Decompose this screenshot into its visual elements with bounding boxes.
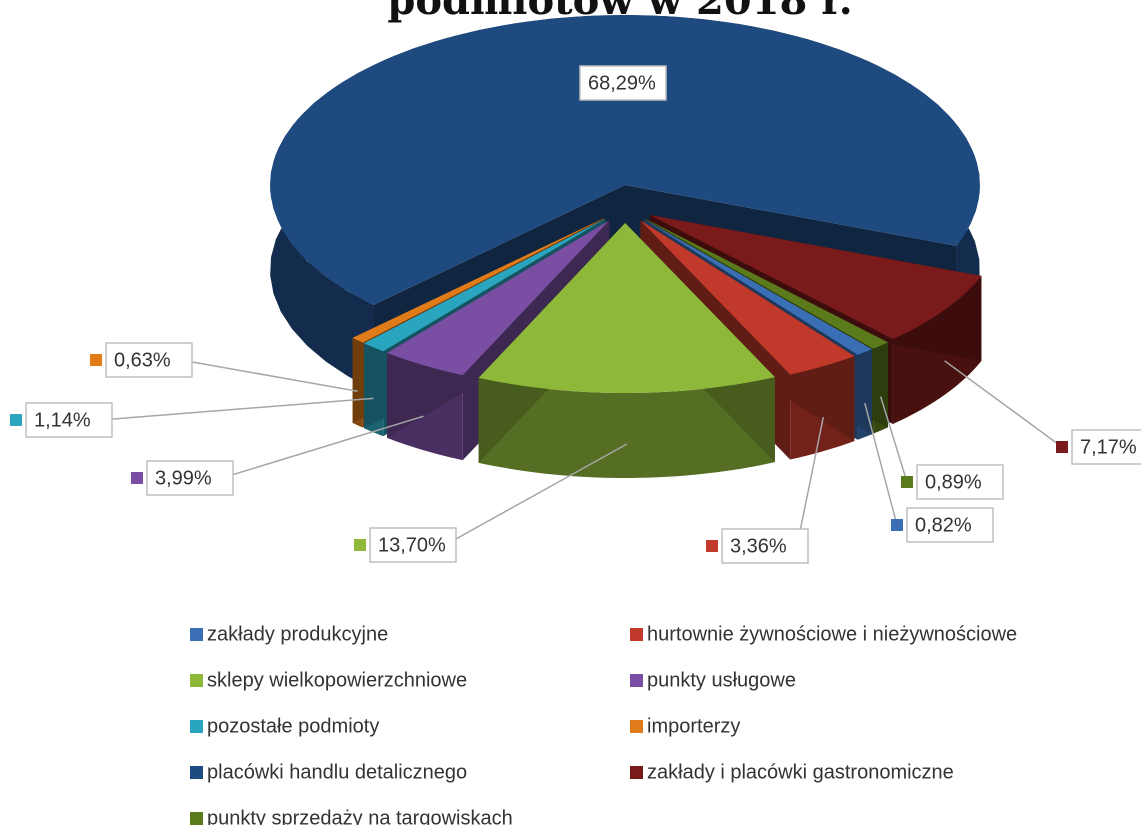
slice: [643, 219, 872, 355]
label-marker: [354, 539, 366, 551]
leader-line: [221, 415, 424, 479]
leader-line: [444, 443, 628, 546]
slice: [363, 218, 606, 352]
data-label: 1,14%: [34, 409, 91, 431]
label-marker: [90, 354, 102, 366]
leader-line: [864, 402, 898, 526]
slice: [644, 218, 888, 349]
label-marker: [901, 476, 913, 488]
legend-marker: [190, 674, 203, 687]
leader-line: [879, 396, 908, 483]
data-labels: 0,82% 3,36% 13,70% 3,99% 1,14% 0,63% 68,29% 7,1…: [10, 65, 1141, 564]
slice: [270, 15, 980, 305]
legend: zakłady produkcyjne hurtownie żywnościowe…: [190, 623, 1017, 825]
data-label: 3,99%: [155, 467, 212, 489]
legend-label: punkty sprzedaży na targowiskach: [207, 807, 513, 825]
legend-marker: [190, 812, 203, 825]
legend-label: punkty usługowe: [647, 669, 796, 691]
leader-line: [796, 416, 825, 547]
slice: [649, 215, 982, 339]
label-box: [721, 528, 809, 564]
legend-marker: [190, 720, 203, 733]
legend-marker: [190, 628, 203, 641]
label-box: [105, 342, 193, 378]
legend-label: importerzy: [647, 715, 740, 737]
leader-line: [944, 360, 1063, 448]
slice-side: [478, 377, 775, 478]
label-box: [146, 460, 234, 496]
legend-label: placówki handlu detalicznego: [207, 761, 467, 783]
legend-label: pozostałe podmioty: [207, 715, 379, 737]
data-label: 7,17%: [1080, 436, 1137, 458]
legend-label: zakłady produkcyjne: [207, 623, 388, 645]
label-box: [916, 464, 1004, 500]
legend-marker: [630, 766, 643, 779]
legend-marker: [190, 766, 203, 779]
label-box: [906, 507, 994, 543]
slice: [478, 222, 775, 393]
data-label: 3,36%: [730, 535, 787, 557]
legend-marker: [630, 720, 643, 733]
label-box: [579, 65, 667, 101]
legend-marker: [630, 628, 643, 641]
leader-line: [180, 359, 358, 393]
leader-line: [100, 397, 374, 421]
label-marker: [891, 519, 903, 531]
data-label: 68,29%: [588, 72, 656, 94]
pie-tops: [270, 15, 982, 393]
label-marker: [706, 540, 718, 552]
legend-label: hurtownie żywnościowe i nieżywnościowe: [647, 623, 1017, 645]
data-label: 13,70%: [378, 534, 446, 556]
data-label: 0,63%: [114, 349, 171, 371]
legend-label: zakłady i placówki gastronomiczne: [647, 761, 954, 783]
slice: [352, 217, 605, 343]
label-marker: [131, 472, 143, 484]
label-box: [1071, 429, 1141, 465]
label-marker: [10, 414, 22, 426]
data-label: 0,82%: [915, 514, 972, 536]
data-label: 0,89%: [925, 471, 982, 493]
label-marker: [564, 77, 576, 89]
slice: [387, 220, 610, 376]
label-box: [25, 402, 113, 438]
label-marker: [1056, 441, 1068, 453]
label-box: [369, 527, 457, 563]
slice: [640, 220, 855, 375]
legend-marker: [630, 674, 643, 687]
legend-label: sklepy wielkopowierzchniowe: [207, 669, 467, 691]
